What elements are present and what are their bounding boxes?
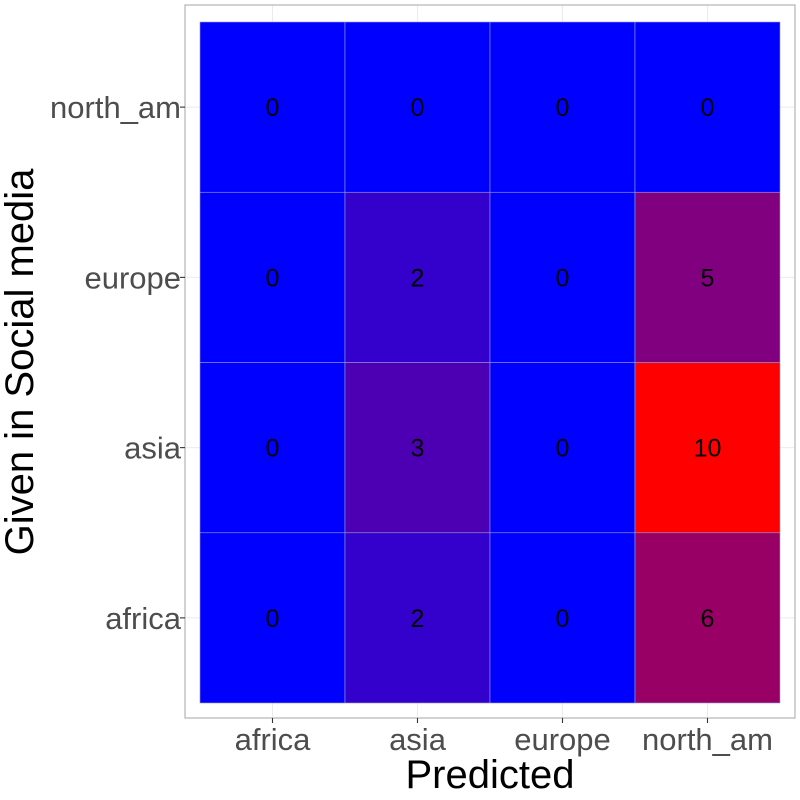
panel-border [184, 4, 796, 719]
heatmap-cell [344, 21, 491, 193]
heatmap-cell [344, 191, 491, 363]
cell-value-labels: 0 2 0 6 0 3 0 10 0 2 0 5 0 0 0 0 [266, 94, 722, 633]
cell-value-label: 0 [556, 435, 570, 463]
x-tick-label: africa [235, 722, 312, 757]
y-tick-label: asia [124, 431, 182, 466]
y-tick-label: africa [105, 601, 182, 636]
cell-value-label: 3 [411, 435, 425, 463]
cell-value-label: 0 [266, 94, 280, 122]
heatmap-cell [489, 191, 636, 363]
cell-value-label: 0 [701, 94, 715, 122]
y-tick-label: europe [84, 260, 181, 295]
heatmap-cells [199, 21, 781, 704]
cell-value-label: 2 [411, 264, 425, 292]
cell-value-label: 2 [411, 605, 425, 633]
y-tick-label: north_am [50, 90, 181, 125]
cell-value-label: 0 [556, 94, 570, 122]
x-axis-title: Predicted [406, 753, 575, 797]
cell-value-label: 0 [266, 605, 280, 633]
y-axis-ticks: africa asia europe north_am [50, 90, 185, 636]
x-tick-label: north_am [642, 722, 773, 757]
heatmap-cell [344, 532, 491, 704]
heatmap-cell [634, 362, 781, 534]
heatmap-cell [489, 362, 636, 534]
cell-value-label: 0 [266, 264, 280, 292]
cell-value-label: 10 [694, 435, 722, 463]
heatmap-cell [489, 21, 636, 193]
heatmap-cell [199, 191, 346, 363]
cell-value-label: 6 [701, 605, 715, 633]
heatmap-cell [634, 21, 781, 193]
x-axis-ticks: africa asia europe north_am [235, 718, 773, 757]
heatmap-cell [634, 191, 781, 363]
heatmap-cell [199, 362, 346, 534]
x-tick-label: europe [514, 722, 611, 757]
cell-value-label: 5 [701, 264, 715, 292]
heatmap-cell [344, 362, 491, 534]
cell-value-label: 0 [556, 605, 570, 633]
heatmap-cell [199, 532, 346, 704]
heatmap-cell [489, 532, 636, 704]
x-tick-label: asia [389, 722, 447, 757]
heatmap-cell [634, 532, 781, 704]
cell-value-label: 0 [411, 94, 425, 122]
y-axis-title: Given in Social media [0, 168, 42, 556]
cell-value-label: 0 [556, 264, 570, 292]
heatmap-cell [199, 21, 346, 193]
cell-value-label: 0 [266, 435, 280, 463]
